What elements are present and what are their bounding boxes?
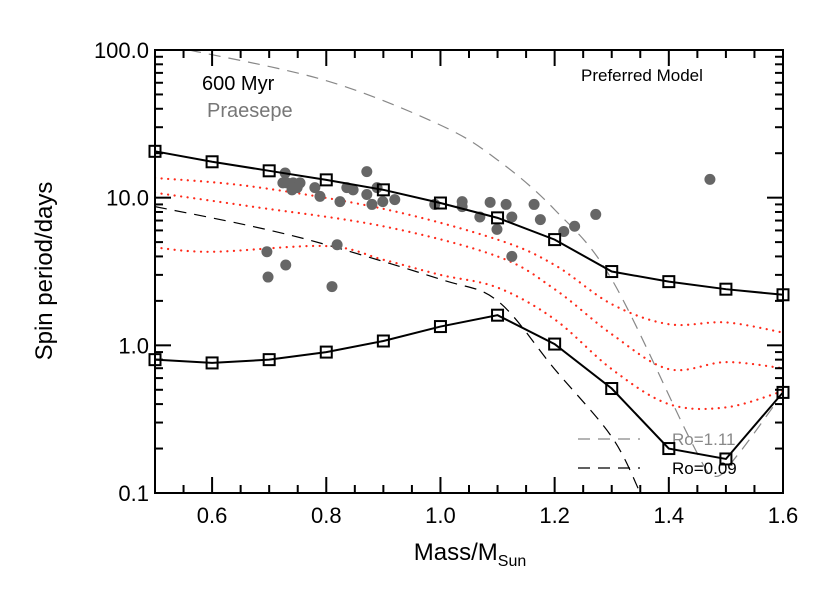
model-lower-marker (776, 385, 790, 399)
scatter-point (377, 196, 389, 208)
model-upper-marker (319, 173, 333, 187)
scatter-point (361, 189, 373, 201)
model-lower-marker (262, 353, 276, 367)
scatter-point (506, 250, 518, 262)
scatter-point (484, 196, 496, 208)
scatter-point (309, 182, 321, 194)
y-tick-label: 100.0 (94, 38, 149, 63)
scatter-point (506, 211, 518, 223)
model-lower-marker (376, 334, 390, 348)
model-lower-marker (319, 345, 333, 359)
model-upper-marker (262, 164, 276, 178)
scatter-point (389, 194, 401, 206)
scatter-point (261, 246, 273, 258)
model-lower-marker (491, 308, 505, 322)
x-tick-label: 0.6 (197, 503, 228, 528)
y-tick-labels: 0.1 1.0 10.0 100.0 (94, 38, 149, 506)
model-upper-marker (548, 233, 562, 247)
y-axis-label: Spin period/days (31, 182, 58, 361)
x-tick-labels: 0.6 0.8 1.0 1.2 1.4 1.6 (197, 503, 799, 528)
scatter-point (286, 184, 298, 196)
model-upper-marker (719, 282, 733, 296)
model-lower-line (154, 314, 784, 461)
scatter-point (366, 198, 378, 210)
model-lower-marker (148, 353, 162, 367)
x-tick-label: 0.8 (311, 503, 342, 528)
model-lower-marker (719, 452, 733, 466)
scatter-point (534, 214, 546, 226)
model-upper-line (154, 150, 784, 296)
model-lower-marker (662, 442, 676, 456)
age-annotation: 600 Myr (202, 73, 275, 95)
model-upper-marker (376, 183, 390, 197)
y-tick-label: 0.1 (118, 481, 149, 506)
model-upper-marker (605, 265, 619, 279)
curves-layer (155, 50, 783, 493)
ro-low-curve (155, 206, 641, 493)
model-lower-marker (548, 337, 562, 351)
model-upper-marker (205, 155, 219, 169)
scatter-point (331, 239, 343, 251)
dotted-curve-2 (155, 191, 783, 372)
scatter-point (491, 223, 503, 235)
scatter-point (280, 259, 292, 271)
x-tick-label: 1.2 (539, 503, 570, 528)
model-upper-marker (148, 144, 162, 158)
dotted-curve-3 (155, 244, 783, 411)
y-tick-label: 10.0 (106, 186, 149, 211)
scatter-point (326, 281, 338, 293)
scatter-point (334, 196, 346, 208)
dotted-curve-1 (155, 176, 783, 334)
model-lower-marker (433, 320, 447, 334)
x-tick-label: 1.0 (425, 503, 456, 528)
y-tick-label: 1.0 (118, 333, 149, 358)
ro-high-curve (189, 50, 778, 478)
model-upper-marker (776, 288, 790, 302)
model-upper-marker (662, 275, 676, 289)
x-tick-label: 1.6 (768, 503, 799, 528)
model-upper-marker (491, 211, 505, 225)
scatter-point (528, 198, 540, 210)
legend-label-ro-high: Ro=1.11 (672, 430, 735, 449)
scatter-point (500, 198, 512, 210)
model-annotation: Preferred Model (581, 66, 703, 85)
scatter-point (262, 271, 274, 283)
scatter-point (347, 184, 359, 196)
model-lower-marker (605, 382, 619, 396)
scatter-point (569, 220, 581, 232)
x-tick-label: 1.4 (654, 503, 685, 528)
x-axis-label: Mass/MSun (414, 539, 526, 570)
model-lower-marker (205, 356, 219, 370)
scatter-point (314, 190, 326, 202)
scatter-point (277, 177, 289, 189)
cluster-annotation: Praesepe (207, 100, 293, 122)
scatter-point (704, 173, 716, 185)
scatter-point (590, 208, 602, 220)
legend-label-ro-low: Ro=0.09 (672, 459, 737, 478)
scatter-point (361, 166, 373, 178)
model-upper-marker (433, 196, 447, 210)
axis-ticks (154, 50, 784, 494)
